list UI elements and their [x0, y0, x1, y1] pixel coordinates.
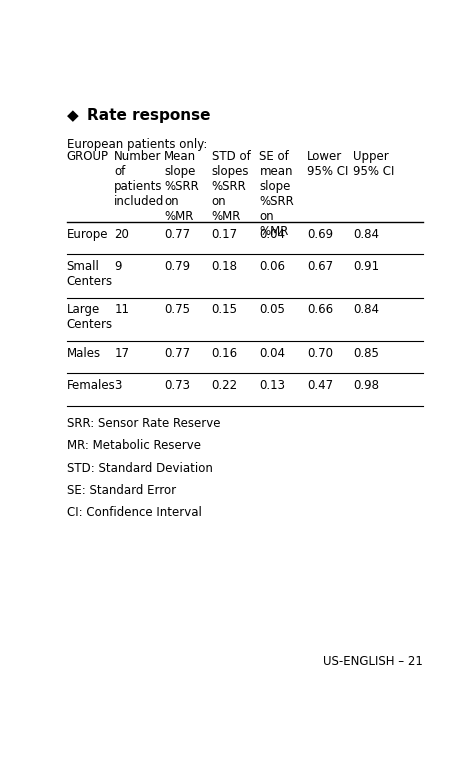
Text: 9: 9 [114, 260, 122, 273]
Text: Females: Females [66, 379, 115, 393]
Text: 0.77: 0.77 [164, 227, 190, 240]
Text: Mean
slope
%SRR
on
%MR: Mean slope %SRR on %MR [164, 151, 199, 224]
Text: 0.06: 0.06 [259, 260, 285, 273]
Text: 0.47: 0.47 [307, 379, 333, 393]
Text: 0.18: 0.18 [212, 260, 237, 273]
Text: Rate response: Rate response [87, 108, 210, 124]
Text: US-ENGLISH – 21: US-ENGLISH – 21 [323, 655, 423, 668]
Text: 0.84: 0.84 [353, 227, 379, 240]
Text: GROUP: GROUP [66, 151, 109, 164]
Text: 0.69: 0.69 [307, 227, 333, 240]
Text: Number
of
patients
included: Number of patients included [114, 151, 165, 208]
Text: 0.16: 0.16 [212, 347, 238, 360]
Text: Lower
95% CI: Lower 95% CI [307, 151, 348, 178]
Text: Europe: Europe [66, 227, 108, 240]
Text: 0.13: 0.13 [259, 379, 285, 393]
Text: 0.22: 0.22 [212, 379, 238, 393]
Text: 0.67: 0.67 [307, 260, 333, 273]
Text: MR: Metabolic Reserve: MR: Metabolic Reserve [66, 440, 201, 453]
Text: 0.17: 0.17 [212, 227, 238, 240]
Text: Large
Centers: Large Centers [66, 303, 113, 331]
Text: 3: 3 [114, 379, 122, 393]
Text: 0.15: 0.15 [212, 303, 237, 316]
Text: SE: Standard Error: SE: Standard Error [66, 484, 176, 496]
Text: 0.79: 0.79 [164, 260, 190, 273]
Text: SRR: Sensor Rate Reserve: SRR: Sensor Rate Reserve [66, 417, 220, 431]
Text: European patients only:: European patients only: [66, 138, 207, 151]
Text: 0.98: 0.98 [353, 379, 379, 393]
Text: 0.70: 0.70 [307, 347, 333, 360]
Text: 0.85: 0.85 [353, 347, 379, 360]
Text: 0.66: 0.66 [307, 303, 333, 316]
Text: 11: 11 [114, 303, 129, 316]
Text: Males: Males [66, 347, 100, 360]
Text: 0.77: 0.77 [164, 347, 190, 360]
Text: 17: 17 [114, 347, 129, 360]
Text: STD of
slopes
%SRR
on
%MR: STD of slopes %SRR on %MR [212, 151, 250, 224]
Text: CI: Confidence Interval: CI: Confidence Interval [66, 506, 201, 519]
Text: 0.04: 0.04 [259, 347, 285, 360]
Text: 0.84: 0.84 [353, 303, 379, 316]
Text: SE of
mean
slope
%SRR
on
%MR: SE of mean slope %SRR on %MR [259, 151, 294, 239]
Text: 0.05: 0.05 [259, 303, 285, 316]
Text: 0.75: 0.75 [164, 303, 190, 316]
Text: STD: Standard Deviation: STD: Standard Deviation [66, 462, 212, 475]
Text: 20: 20 [114, 227, 129, 240]
Text: Upper
95% CI: Upper 95% CI [353, 151, 394, 178]
Text: 0.04: 0.04 [259, 227, 285, 240]
Text: Small
Centers: Small Centers [66, 260, 113, 287]
Text: 0.91: 0.91 [353, 260, 379, 273]
Text: ◆: ◆ [66, 108, 78, 124]
Text: 0.73: 0.73 [164, 379, 190, 393]
